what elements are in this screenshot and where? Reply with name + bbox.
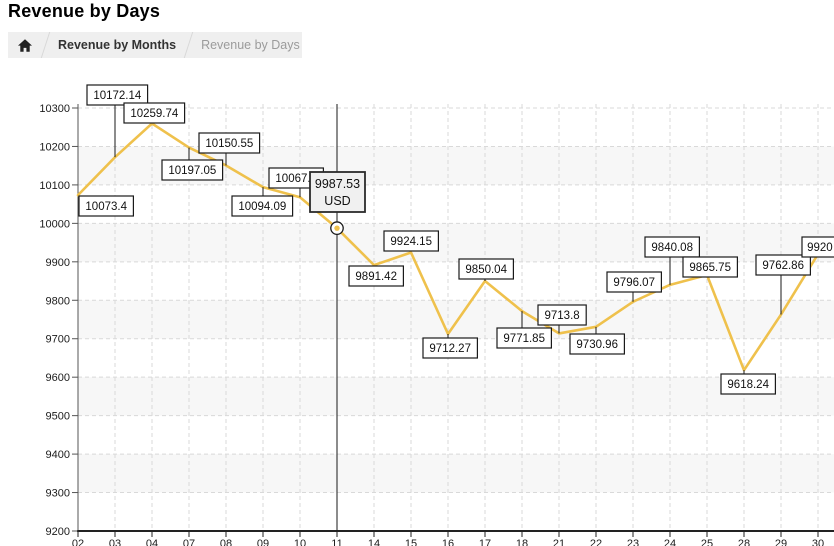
x-tick-label: 17 [479, 538, 491, 546]
value-label: 10259.74 [130, 108, 179, 120]
y-tick-label: 10300 [39, 103, 70, 115]
value-label: 9618.24 [727, 379, 769, 391]
x-tick-label: 10 [294, 538, 306, 546]
value-label-box [755, 254, 812, 276]
value-label-box [801, 236, 834, 258]
x-tick-label: 30 [812, 538, 824, 546]
y-tick-label: 10200 [39, 141, 70, 153]
x-tick-label: 24 [664, 538, 676, 546]
x-tick-label: 21 [553, 538, 565, 546]
y-tick-label: 9900 [46, 257, 70, 269]
value-label: 9762.86 [762, 260, 804, 272]
y-tick-label: 9800 [46, 295, 70, 307]
value-label-box [161, 159, 224, 181]
value-label-box [348, 265, 405, 287]
value-label-box [198, 132, 261, 154]
x-tick-label: 11 [331, 538, 342, 546]
x-tick-label: 09 [257, 538, 269, 546]
y-tick-label: 9300 [46, 488, 70, 500]
value-label-box [569, 333, 626, 355]
breadcrumb-item-revenue-by-days: Revenue by Days [201, 38, 300, 52]
x-tick-label: 08 [220, 538, 232, 546]
selected-point-dot [334, 225, 340, 231]
value-label-box [537, 304, 587, 326]
value-label-box [644, 236, 701, 258]
value-label: 10172.14 [93, 90, 142, 102]
value-label: 9713.8 [545, 310, 580, 322]
value-label-box [86, 84, 149, 106]
x-tick-label: 25 [701, 538, 713, 546]
y-tick-label: 9500 [46, 411, 70, 423]
tooltip-unit: USD [324, 194, 350, 208]
y-tick-label: 9200 [46, 526, 70, 538]
tooltip-value: 9987.53 [315, 177, 360, 191]
value-label-box [78, 195, 135, 217]
value-label-box [422, 337, 479, 359]
value-label-box [682, 256, 739, 278]
value-label: 9891.42 [355, 271, 397, 283]
selected-tooltip-box[interactable] [309, 171, 366, 213]
value-label: 9771.85 [503, 333, 545, 345]
x-tick-label: 07 [183, 538, 195, 546]
value-label: 9712.27 [429, 343, 471, 355]
home-icon[interactable] [17, 38, 33, 53]
y-tick-label: 10000 [39, 218, 70, 230]
value-label: 10073.4 [85, 201, 127, 213]
x-tick-label: 29 [775, 538, 787, 546]
value-label: 10067.8 [275, 173, 317, 185]
home-icon-glyph [18, 38, 32, 52]
value-label-box [231, 195, 294, 217]
x-tick-label: 03 [109, 538, 121, 546]
y-tick-label: 10100 [39, 180, 70, 192]
value-label: 9865.75 [689, 262, 731, 274]
x-tick-label: 14 [368, 538, 380, 546]
value-label-box [383, 230, 440, 252]
value-label-box [720, 373, 777, 395]
x-tick-label: 18 [516, 538, 528, 546]
value-label: 9850.04 [465, 264, 507, 276]
value-label: 10197.05 [168, 165, 216, 177]
x-tick-label: 02 [72, 538, 84, 546]
value-label: 9730.96 [576, 339, 618, 351]
value-label: 9920 [807, 242, 833, 254]
plot-band [78, 454, 834, 493]
value-label-box [458, 258, 515, 280]
value-label: 9840.08 [651, 242, 693, 254]
x-tick-label: 16 [442, 538, 454, 546]
y-tick-label: 9600 [46, 372, 70, 384]
x-tick-label: 22 [590, 538, 602, 546]
x-tick-label: 28 [738, 538, 750, 546]
value-label-box [123, 102, 186, 124]
plot-band [78, 300, 834, 339]
x-tick-label: 23 [627, 538, 639, 546]
x-tick-label: 04 [146, 538, 158, 546]
value-label: 10150.55 [205, 138, 253, 150]
plot-band [78, 223, 834, 262]
plot-band [78, 377, 834, 416]
y-tick-label: 9700 [46, 334, 70, 346]
breadcrumb: Revenue by Months Revenue by Days [8, 32, 302, 58]
value-label: 9924.15 [390, 236, 432, 248]
breadcrumb-item-revenue-by-months[interactable]: Revenue by Months [58, 38, 177, 52]
value-label-box [606, 271, 663, 293]
value-label-box [496, 327, 553, 349]
page-title: Revenue by Days [8, 1, 161, 21]
value-label: 10094.09 [238, 201, 286, 213]
x-tick-label: 15 [405, 538, 417, 546]
y-tick-label: 9400 [46, 449, 70, 461]
value-label: 9796.07 [613, 277, 655, 289]
